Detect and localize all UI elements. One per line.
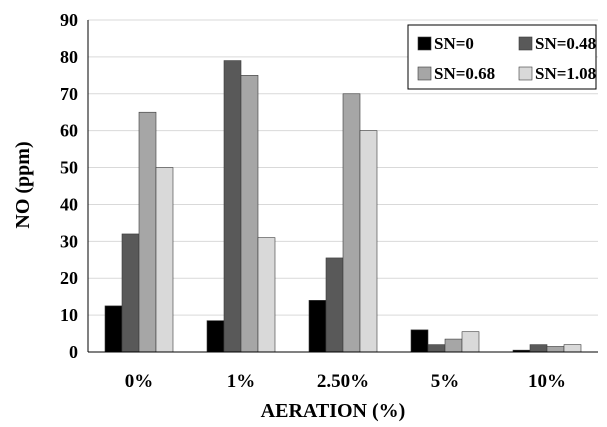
x-category-labels: 0% 1% 2.50% 5% 10% bbox=[125, 371, 566, 392]
bar-sn-1-08-1 bbox=[257, 237, 276, 353]
bar-sn-0-68-2 bbox=[342, 93, 361, 353]
bar-sn-1-08-2 bbox=[359, 130, 378, 353]
bar-sn-0-2 bbox=[308, 300, 327, 353]
y-axis-title: NO (ppm) bbox=[12, 141, 34, 228]
bar-sn-0-68-3 bbox=[444, 338, 463, 353]
bar-sn-1-08-3 bbox=[461, 331, 480, 353]
bar-sn-0-68-1 bbox=[240, 75, 259, 353]
y-tick-label: 40 bbox=[60, 194, 78, 214]
bar-sn-0-48-1 bbox=[223, 60, 242, 353]
x-category-label: 0% bbox=[125, 371, 154, 392]
bar-sn-0-48-3 bbox=[427, 344, 446, 353]
y-tick-label: 30 bbox=[60, 231, 78, 251]
legend-swatch bbox=[417, 36, 432, 51]
legend-swatch bbox=[518, 36, 533, 51]
bar-sn-1-08-4 bbox=[563, 344, 582, 353]
y-tick-label: 20 bbox=[60, 268, 78, 288]
y-tick-label: 80 bbox=[60, 47, 78, 67]
y-tick-label: 60 bbox=[60, 121, 78, 141]
y-tick-label: 90 bbox=[60, 10, 78, 30]
legend-label: SN=0.48 bbox=[535, 34, 596, 53]
legend-label: SN=0 bbox=[434, 34, 474, 53]
legend-swatch bbox=[417, 66, 432, 81]
legend-box bbox=[407, 24, 597, 90]
x-category-label: 5% bbox=[431, 371, 460, 392]
bar-sn-0-68-0 bbox=[138, 111, 157, 353]
x-category-label: 2.50% bbox=[317, 371, 369, 392]
bar-sn-0-68-4 bbox=[546, 346, 565, 353]
bar-sn-0-48-2 bbox=[325, 257, 344, 353]
legend-label: SN=1.08 bbox=[535, 64, 596, 83]
y-tick-label: 50 bbox=[60, 158, 78, 178]
legend-label: SN=0.68 bbox=[434, 64, 495, 83]
bar-sn-0-0 bbox=[104, 305, 123, 353]
bar-sn-1-08-0 bbox=[155, 167, 174, 353]
x-axis-title: AERATION (%) bbox=[261, 400, 406, 422]
bar-sn-0-48-4 bbox=[529, 344, 548, 353]
bars bbox=[104, 60, 582, 353]
y-tick-label: 0 bbox=[69, 342, 78, 362]
y-tick-labels: 0 10 20 30 40 50 60 70 80 90 bbox=[60, 10, 78, 362]
legend-swatch bbox=[518, 66, 533, 81]
bar-sn-0-3 bbox=[410, 329, 429, 353]
x-category-label: 1% bbox=[227, 371, 256, 392]
bar-sn-0-48-0 bbox=[121, 233, 140, 353]
y-tick-label: 10 bbox=[60, 305, 78, 325]
bar-sn-0-1 bbox=[206, 320, 225, 353]
axes bbox=[87, 20, 598, 353]
x-category-label: 10% bbox=[528, 371, 566, 392]
y-tick-label: 70 bbox=[60, 84, 78, 104]
legend: SN=0 SN=0.48 SN=0.68 SN=1.08 bbox=[407, 24, 597, 90]
